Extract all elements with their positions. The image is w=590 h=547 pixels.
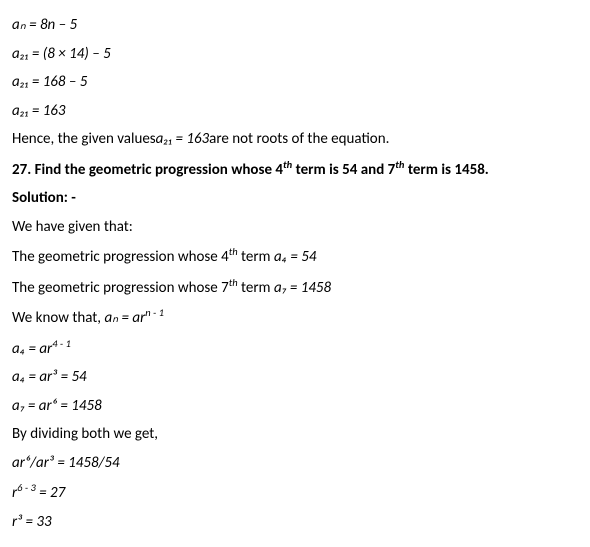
divide-text: By dividing both we get, [12, 423, 578, 446]
g7-post: term [238, 279, 274, 297]
eq-a21-1: a₂₁ = (8 × 14) – 5 [12, 45, 111, 63]
q-end: term is 1458. [404, 161, 488, 179]
q-pre: 27. Find the geometric progression whose… [12, 161, 283, 179]
g4-pre: The geometric progression whose 4 [12, 248, 229, 266]
formula-pre: We know that, [12, 309, 104, 327]
eq-r-cube: r³ = 33 [12, 513, 52, 531]
given-heading: We have given that: [12, 216, 578, 239]
formula-exp: n - 1 [145, 306, 164, 319]
formula-line: We know that, aₙ = arn - 1 [12, 305, 578, 330]
eq-a21-3: a₂₁ = 163 [12, 102, 66, 120]
formula-eq: aₙ = ar [104, 309, 145, 327]
g7-th: th [229, 276, 238, 289]
conclusion-post: are not roots of the equation. [209, 130, 389, 148]
a4-a: a₄ = ar [12, 340, 52, 358]
q-mid: term is 54 and 7 [292, 161, 395, 179]
conclusion-eq: a₂₁ = 163 [156, 130, 210, 148]
given-4th: The geometric progression whose 4th term… [12, 244, 578, 269]
conclusion-text: Hence, the given valuesa₂₁ = 163are not … [12, 128, 578, 151]
q-th1: th [283, 158, 292, 171]
eq-r-exp: r6 - 3 = 27 [12, 480, 578, 505]
eq-a4-expand: a₄ = ar4 - 1 [12, 336, 578, 361]
g7-pre: The geometric progression whose 7 [12, 279, 229, 297]
eq-a4-val: a₄ = ar³ = 54 [12, 368, 87, 386]
eq-an: aₙ = 8n – 5 [12, 16, 77, 34]
given-7th: The geometric progression whose 7th term… [12, 275, 578, 300]
r-exp: 6 - 3 [17, 481, 36, 494]
eq-divide: ar⁶/ar³ = 1458/54 [12, 454, 120, 472]
solution-heading: Solution: - [12, 187, 578, 210]
conclusion-pre: Hence, the given values [12, 130, 156, 148]
g4-th: th [229, 245, 238, 258]
g7-eq: a₇ = 1458 [274, 279, 331, 297]
r-val: = 27 [36, 484, 65, 502]
question-27: 27. Find the geometric progression whose… [12, 157, 578, 182]
eq-a21-2: a₂₁ = 168 – 5 [12, 73, 87, 91]
eq-a7-val: a₇ = ar⁶ = 1458 [12, 397, 102, 415]
g4-eq: a₄ = 54 [274, 248, 317, 266]
g4-post: term [238, 248, 274, 266]
a4-exp: 4 - 1 [52, 337, 71, 350]
